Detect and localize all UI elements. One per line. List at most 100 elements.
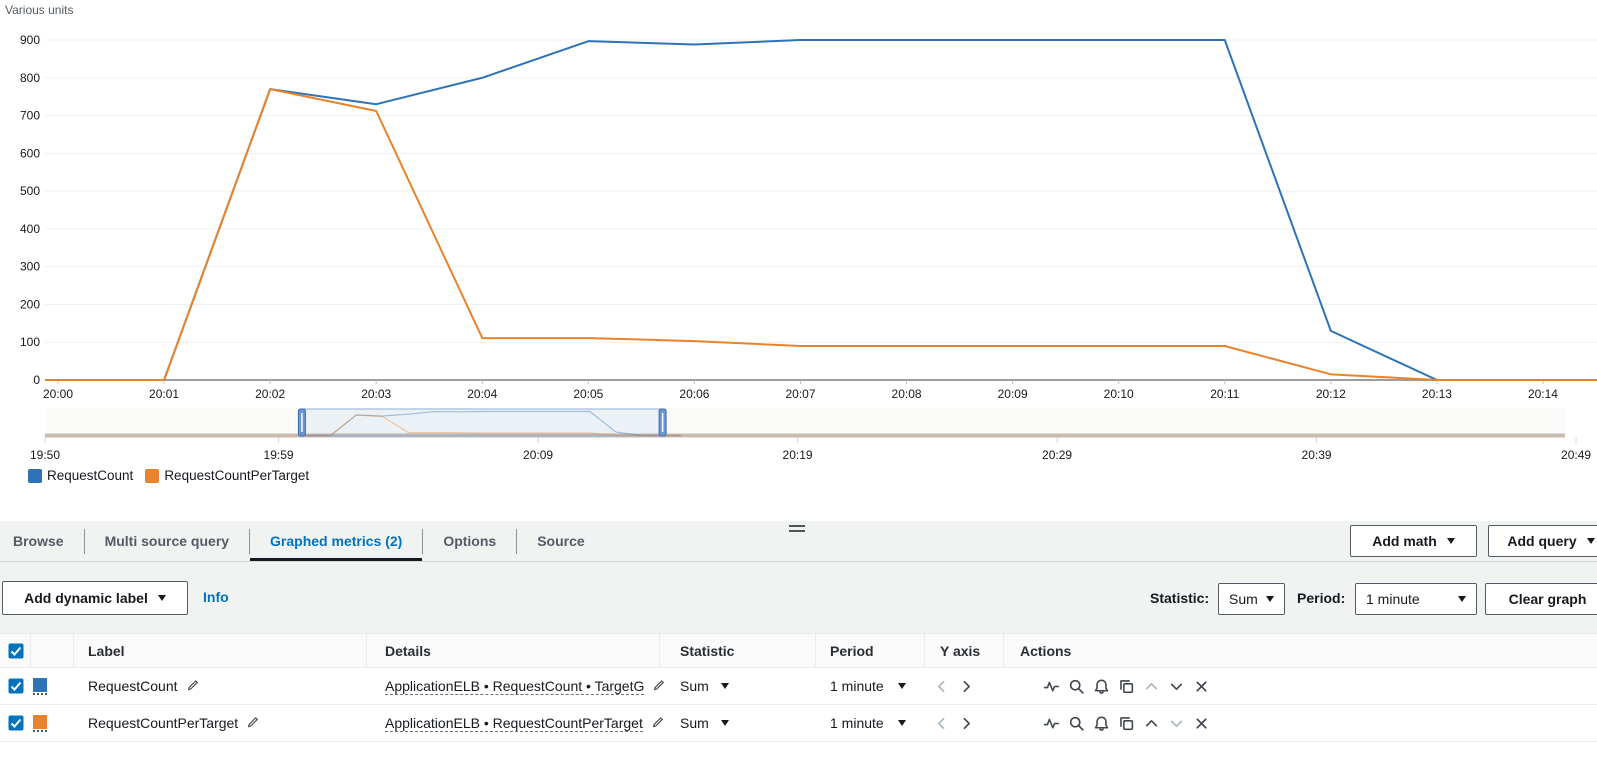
header-actions: Actions bbox=[1020, 642, 1072, 659]
series-RequestCountPerTarget bbox=[45, 88, 1597, 381]
caret-down-icon bbox=[1458, 596, 1466, 602]
svg-text:20:12: 20:12 bbox=[1316, 387, 1346, 401]
row-period-select[interactable]: 1 minute bbox=[816, 705, 925, 741]
chart-units-label: Various units bbox=[5, 3, 73, 17]
series-color-picker[interactable] bbox=[33, 677, 47, 695]
svg-text:20:05: 20:05 bbox=[573, 387, 603, 401]
metric-label: RequestCount bbox=[88, 678, 178, 694]
period-select[interactable]: 1 minute bbox=[1355, 583, 1477, 615]
alarm-bell-icon[interactable] bbox=[1093, 678, 1110, 695]
header-period: Period bbox=[816, 634, 925, 667]
tab-divider bbox=[83, 528, 85, 554]
svg-text:20:03: 20:03 bbox=[361, 387, 391, 401]
pane-resize-handle-icon[interactable] bbox=[789, 525, 805, 532]
caret-down-icon bbox=[1266, 596, 1274, 602]
move-up-icon[interactable] bbox=[1143, 678, 1160, 695]
svg-text:20:01: 20:01 bbox=[149, 387, 179, 401]
svg-text:20:14: 20:14 bbox=[1528, 387, 1558, 401]
duplicate-icon[interactable] bbox=[1118, 678, 1135, 695]
add-query-button[interactable]: Add query bbox=[1488, 525, 1597, 557]
pencil-icon[interactable] bbox=[651, 715, 665, 732]
svg-text:20:29: 20:29 bbox=[1042, 448, 1072, 462]
chevron-right-icon[interactable] bbox=[958, 715, 975, 732]
svg-text:20:11: 20:11 bbox=[1210, 387, 1239, 401]
tab-source[interactable]: Source bbox=[537, 533, 585, 549]
chevron-left-icon[interactable] bbox=[933, 715, 950, 732]
svg-text:200: 200 bbox=[20, 297, 40, 311]
svg-text:20:09: 20:09 bbox=[523, 448, 553, 462]
caret-down-icon bbox=[1586, 538, 1595, 544]
remove-icon[interactable] bbox=[1193, 678, 1210, 695]
pulse-icon[interactable] bbox=[1043, 678, 1060, 695]
row-statistic-select[interactable]: Sum bbox=[660, 668, 816, 704]
row-checkbox[interactable] bbox=[8, 715, 24, 731]
row-statistic-select[interactable]: Sum bbox=[660, 705, 816, 741]
add-math-button[interactable]: Add math bbox=[1350, 525, 1477, 557]
move-down-icon[interactable] bbox=[1168, 715, 1185, 732]
svg-text:100: 100 bbox=[20, 335, 40, 349]
chart-legend: RequestCount RequestCountPerTarget bbox=[28, 468, 309, 483]
legend-item-requestcount[interactable]: RequestCount bbox=[28, 468, 133, 483]
series-color-swatch bbox=[33, 677, 47, 692]
svg-text:500: 500 bbox=[20, 184, 40, 198]
legend-swatch-blue bbox=[28, 468, 42, 483]
svg-text:20:04: 20:04 bbox=[467, 387, 497, 401]
caret-down-icon bbox=[720, 683, 729, 689]
svg-text:20:19: 20:19 bbox=[783, 448, 813, 462]
header-statistic: Statistic bbox=[660, 634, 816, 667]
caret-down-icon bbox=[157, 595, 166, 601]
svg-text:20:00: 20:00 bbox=[43, 387, 73, 401]
chart-pane: Various units 0 100 200 300 400 500 600 700 800 90… bbox=[0, 0, 1597, 483]
metrics-chart-and-timeline[interactable]: Various units 0 100 200 300 400 500 600 700 800 90… bbox=[0, 0, 1597, 464]
chevron-left-icon[interactable] bbox=[933, 678, 950, 695]
series-color-picker[interactable] bbox=[33, 714, 47, 732]
svg-text:300: 300 bbox=[20, 260, 40, 274]
metric-details[interactable]: ApplicationELB • RequestCountPerTarget bbox=[385, 714, 643, 732]
header-label: Label bbox=[74, 634, 367, 667]
zoom-in-icon[interactable] bbox=[1068, 678, 1085, 695]
metric-label: RequestCountPerTarget bbox=[88, 715, 239, 731]
metrics-panel: Browse Multi source query Graphed metric… bbox=[0, 521, 1597, 771]
svg-text:20:13: 20:13 bbox=[1422, 387, 1452, 401]
pencil-icon[interactable] bbox=[652, 678, 666, 695]
statistic-label: Statistic: bbox=[1150, 590, 1210, 606]
series-color-swatch bbox=[33, 714, 47, 729]
move-down-icon[interactable] bbox=[1168, 678, 1185, 695]
svg-text:0: 0 bbox=[33, 373, 40, 387]
alarm-bell-icon[interactable] bbox=[1093, 715, 1110, 732]
pulse-icon[interactable] bbox=[1043, 715, 1060, 732]
metric-details[interactable]: ApplicationELB • RequestCount • TargetG bbox=[385, 677, 645, 695]
zoom-in-icon[interactable] bbox=[1068, 715, 1085, 732]
svg-text:20:07: 20:07 bbox=[785, 387, 815, 401]
clear-graph-button[interactable]: Clear graph bbox=[1485, 583, 1597, 615]
svg-text:20:08: 20:08 bbox=[892, 387, 922, 401]
tab-browse[interactable]: Browse bbox=[13, 533, 64, 549]
add-dynamic-label-button[interactable]: Add dynamic label bbox=[2, 581, 188, 615]
brush-selection bbox=[301, 408, 664, 437]
table-row: RequestCount ApplicationELB • RequestCoun… bbox=[0, 668, 1597, 705]
svg-text:20:02: 20:02 bbox=[255, 387, 285, 401]
info-link[interactable]: Info bbox=[203, 589, 229, 605]
select-all-checkbox[interactable] bbox=[8, 643, 24, 659]
svg-text:800: 800 bbox=[20, 71, 40, 85]
tab-divider bbox=[422, 528, 424, 554]
row-period-select[interactable]: 1 minute bbox=[816, 668, 925, 704]
svg-text:20:06: 20:06 bbox=[679, 387, 709, 401]
tab-options[interactable]: Options bbox=[443, 533, 497, 549]
caret-down-icon bbox=[897, 720, 906, 726]
tab-multi-source-query[interactable]: Multi source query bbox=[104, 533, 230, 549]
row-checkbox[interactable] bbox=[8, 678, 24, 694]
svg-text:700: 700 bbox=[20, 109, 40, 123]
caret-down-icon bbox=[1446, 538, 1455, 544]
chevron-right-icon[interactable] bbox=[958, 678, 975, 695]
legend-item-requestcountpertarget[interactable]: RequestCountPerTarget bbox=[145, 468, 309, 483]
tab-graphed-metrics[interactable]: Graphed metrics (2) bbox=[250, 521, 423, 561]
pencil-icon[interactable] bbox=[246, 715, 260, 732]
move-up-icon[interactable] bbox=[1143, 715, 1160, 732]
pencil-icon[interactable] bbox=[186, 678, 200, 695]
duplicate-icon[interactable] bbox=[1118, 715, 1135, 732]
statistic-select[interactable]: Sum bbox=[1218, 583, 1285, 615]
tab-divider bbox=[516, 528, 518, 554]
tabbar: Browse Multi source query Graphed metric… bbox=[0, 521, 1597, 562]
remove-icon[interactable] bbox=[1193, 715, 1210, 732]
